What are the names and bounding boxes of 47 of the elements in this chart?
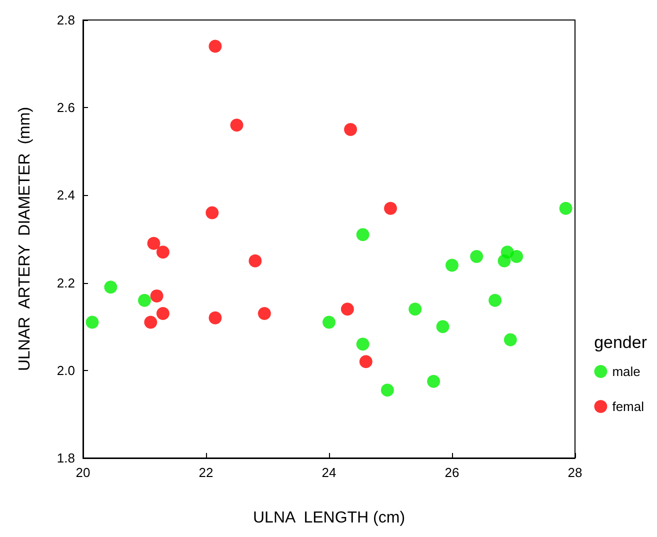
point (488, 294, 502, 307)
point (344, 123, 358, 136)
point (359, 355, 372, 368)
point (408, 302, 422, 316)
point (206, 206, 219, 220)
legend-label: male (612, 364, 640, 379)
point (356, 338, 370, 351)
point (156, 246, 170, 259)
x-tick-label: 24 (322, 465, 336, 480)
point (208, 40, 222, 53)
point (470, 250, 484, 264)
y-tick-label: 2.6 (56, 100, 75, 116)
x-tick-label: 20 (76, 465, 90, 480)
point (446, 258, 458, 272)
point (86, 316, 99, 329)
point (144, 316, 158, 329)
point (380, 384, 394, 397)
point (436, 320, 450, 334)
point (248, 254, 262, 268)
point (138, 294, 151, 307)
y-tick-label: 2.0 (56, 362, 75, 378)
point (384, 202, 397, 215)
point (322, 316, 336, 329)
point (427, 374, 440, 388)
point (258, 306, 271, 320)
x-tick-label: 28 (568, 465, 582, 480)
point (559, 202, 572, 215)
y-axis-title: ULNAR ARTERY DIAMETER (mm) (16, 106, 34, 372)
point (150, 289, 164, 302)
point (510, 250, 524, 264)
point (230, 118, 244, 132)
x-axis-title: ULNA LENGTH (cm) (252, 510, 406, 526)
point (208, 311, 222, 324)
y-tick-label: 1.8 (56, 450, 75, 466)
point (504, 333, 517, 346)
legend-label: femal (612, 399, 644, 414)
x-tick-label: 26 (444, 465, 460, 480)
point (147, 236, 160, 250)
point (104, 280, 118, 294)
legend-title: gender (594, 333, 648, 352)
x-tick-label: 22 (198, 465, 214, 480)
point (340, 302, 354, 316)
y-tick-label: 2.8 (56, 12, 75, 28)
point (156, 306, 170, 320)
y-tick-label: 2.2 (56, 275, 75, 290)
y-tick-label: 2.4 (56, 188, 75, 203)
point (356, 228, 370, 242)
